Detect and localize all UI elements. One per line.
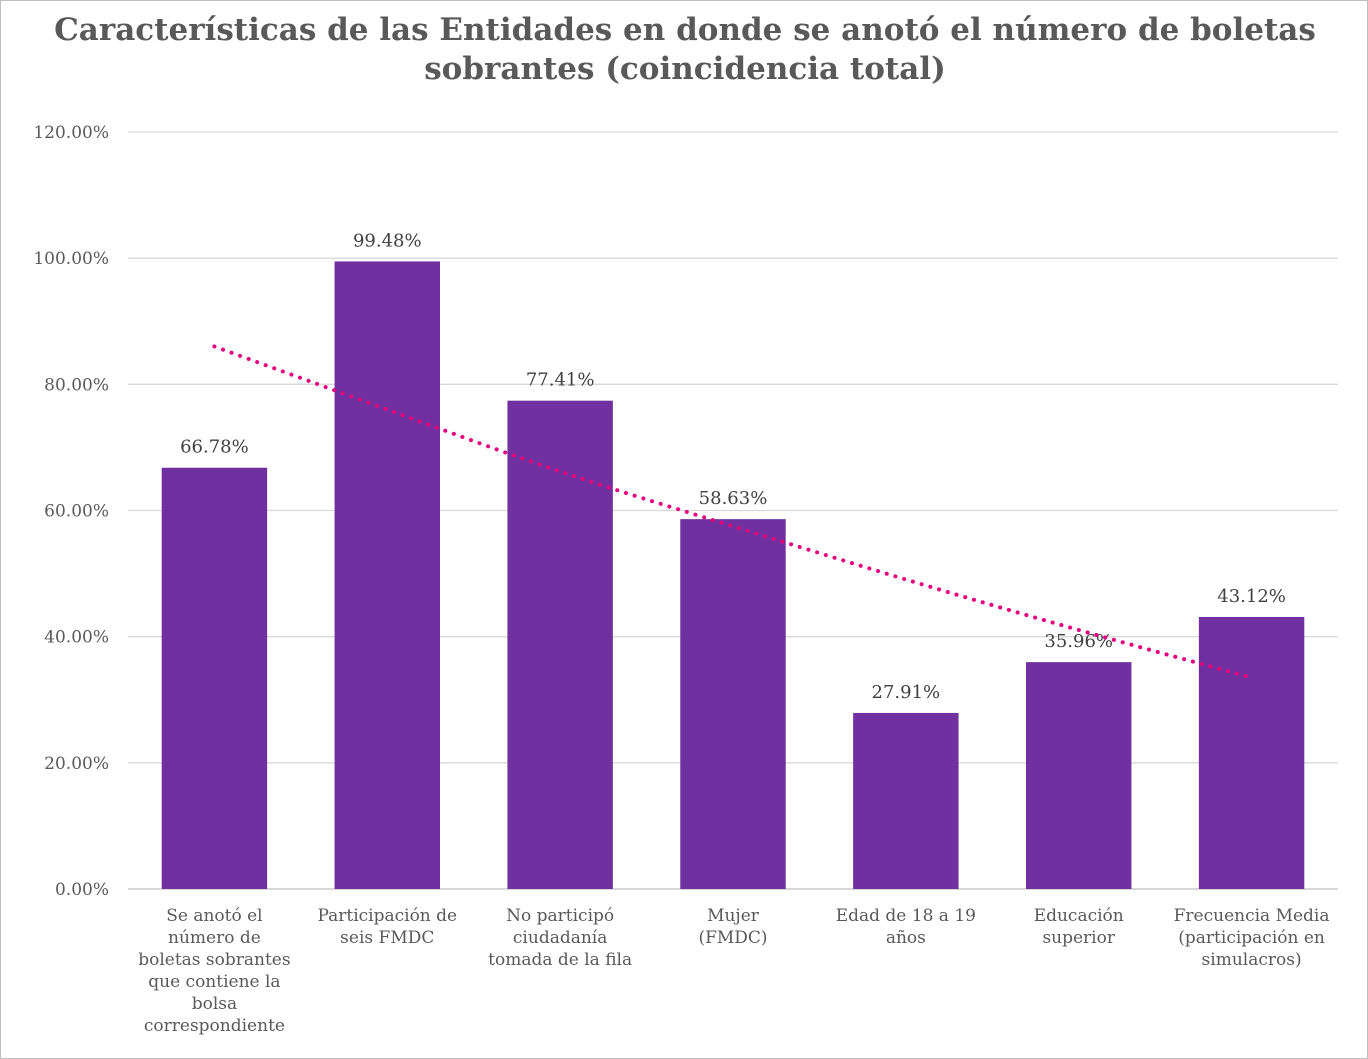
y-axis-ticks: 0.00% 20.00% 40.00% 60.00% 80.00% 100.00% 120.… bbox=[33, 123, 109, 900]
category-label: Se anotó el número de boletas sobrantes que… bbox=[138, 906, 290, 1036]
bar bbox=[680, 519, 786, 889]
category-label: Mujer (FMDC) bbox=[698, 906, 767, 948]
category-label: No participó ciudadanía tomada de la fila bbox=[488, 906, 632, 970]
bar bbox=[1198, 616, 1305, 889]
y-tick-label: 20.00% bbox=[44, 754, 109, 774]
bar bbox=[507, 400, 613, 889]
data-label: 27.91% bbox=[872, 682, 941, 703]
y-tick-label: 0.00% bbox=[55, 880, 109, 900]
y-tick-label: 40.00% bbox=[44, 628, 109, 648]
data-label: 35.96% bbox=[1044, 631, 1113, 652]
bar bbox=[334, 261, 441, 889]
data-label: 43.12% bbox=[1217, 586, 1286, 607]
y-tick-label: 100.00% bbox=[33, 249, 109, 269]
data-label: 66.78% bbox=[180, 437, 249, 458]
y-tick-label: 120.00% bbox=[33, 123, 109, 143]
y-tick-label: 80.00% bbox=[44, 375, 109, 395]
bars bbox=[161, 261, 1305, 889]
data-label: 99.48% bbox=[353, 230, 422, 251]
data-labels: 66.78% 99.48% 77.41% 58.63% 27.91% 35.96% 43.1… bbox=[180, 230, 1286, 702]
y-tick-label: 60.00% bbox=[44, 502, 109, 522]
bar bbox=[161, 467, 268, 889]
bar bbox=[853, 712, 959, 889]
category-label: Edad de 18 a 19 años bbox=[836, 906, 976, 948]
data-label: 58.63% bbox=[699, 488, 768, 509]
chart-title: Características de las Entidades en dond… bbox=[54, 12, 1316, 87]
category-label: Frecuencia Media (participación en simulac… bbox=[1174, 906, 1330, 970]
category-label: Participación de seis FMDC bbox=[317, 906, 457, 948]
category-label: Educación superior bbox=[1034, 906, 1124, 948]
x-axis-categories: Se anotó el número de boletas sobrantes que… bbox=[138, 906, 1329, 1036]
data-label: 77.41% bbox=[526, 370, 595, 391]
bar bbox=[1025, 662, 1132, 889]
